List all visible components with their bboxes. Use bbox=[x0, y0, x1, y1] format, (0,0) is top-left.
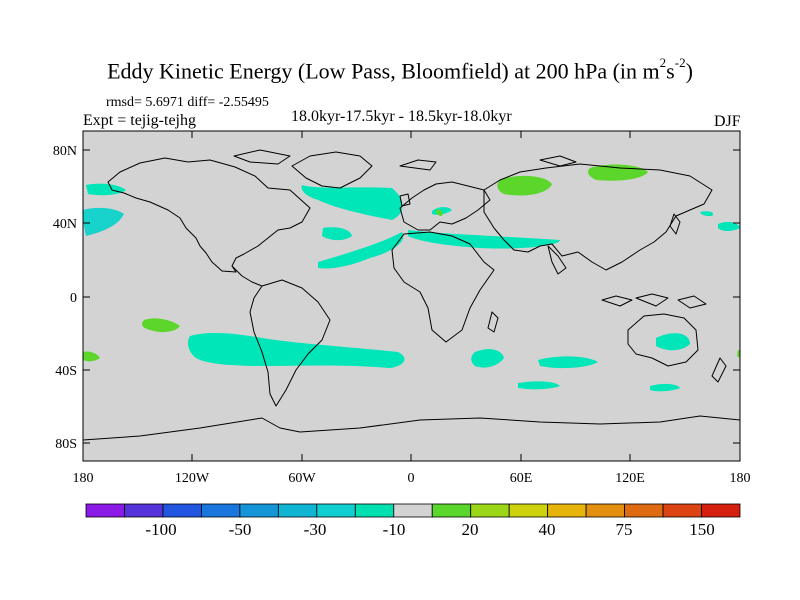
lat-label: 80N bbox=[53, 144, 77, 159]
colorbar-box bbox=[662, 503, 702, 518]
lat-label: 40S bbox=[55, 364, 77, 379]
colorbar-labels: -100 -50 -30 -10 20 40 75 150 bbox=[145, 520, 714, 539]
stats-text: rmsd= 5.6971 diff= -2.55495 bbox=[106, 95, 269, 110]
colorbar-box bbox=[701, 503, 741, 518]
colorbar-label: -50 bbox=[229, 520, 252, 539]
subtitle: 18.0kyr-17.5kyr - 18.5kyr-18.0kyr bbox=[291, 108, 512, 125]
lat-label: 40N bbox=[53, 217, 77, 232]
colorbar-label: -100 bbox=[145, 520, 176, 539]
colorbar-label: 40 bbox=[539, 520, 556, 539]
lon-label: 0 bbox=[408, 471, 415, 486]
axis-ticks bbox=[83, 131, 740, 461]
coastlines bbox=[82, 149, 741, 441]
lon-label: 120W bbox=[175, 471, 210, 486]
colorbar-box bbox=[277, 503, 318, 518]
colorbar-box bbox=[585, 503, 625, 518]
lon-label: 60E bbox=[510, 471, 533, 486]
plot-title: Eddy Kinetic Energy (Low Pass, Bloomfiel… bbox=[107, 55, 693, 84]
colorbar-box bbox=[508, 503, 549, 518]
colorbar-box bbox=[85, 503, 125, 518]
colorbar-box bbox=[431, 503, 472, 518]
colorbar-label: 75 bbox=[616, 520, 633, 539]
colorbar-label: -10 bbox=[383, 520, 406, 539]
colorbar-box bbox=[124, 503, 164, 518]
lon-label: 180 bbox=[730, 471, 751, 486]
colorbar-box bbox=[470, 503, 510, 518]
colorbar-label: -30 bbox=[304, 520, 327, 539]
experiment-label: Expt = tejig-tejhg bbox=[83, 112, 196, 129]
colorbar-box bbox=[162, 503, 202, 518]
lon-label: 60W bbox=[288, 471, 316, 486]
lat-label: 0 bbox=[70, 291, 77, 306]
lat-label: 80S bbox=[55, 437, 77, 452]
map-background bbox=[83, 131, 740, 461]
latitude-labels: 80N 40N 0 40S 80S bbox=[53, 144, 77, 452]
lon-label: 180 bbox=[73, 471, 94, 486]
season-label: DJF bbox=[714, 113, 741, 130]
colorbar-box bbox=[354, 503, 395, 518]
colorbar-label: 20 bbox=[462, 520, 479, 539]
colorbar-label: 150 bbox=[689, 520, 715, 539]
colorbar-box bbox=[547, 503, 587, 518]
lon-label: 120E bbox=[615, 471, 645, 486]
positive-anomaly-regions bbox=[83, 164, 740, 362]
longitude-labels: 180 120W 60W 0 60E 120E 180 bbox=[73, 471, 751, 486]
colorbar-box bbox=[393, 503, 433, 518]
colorbar-box bbox=[316, 503, 356, 518]
colorbar-box bbox=[624, 503, 664, 518]
colorbar-box bbox=[239, 503, 279, 518]
colorbar bbox=[85, 503, 741, 518]
colorbar-box bbox=[201, 503, 241, 518]
